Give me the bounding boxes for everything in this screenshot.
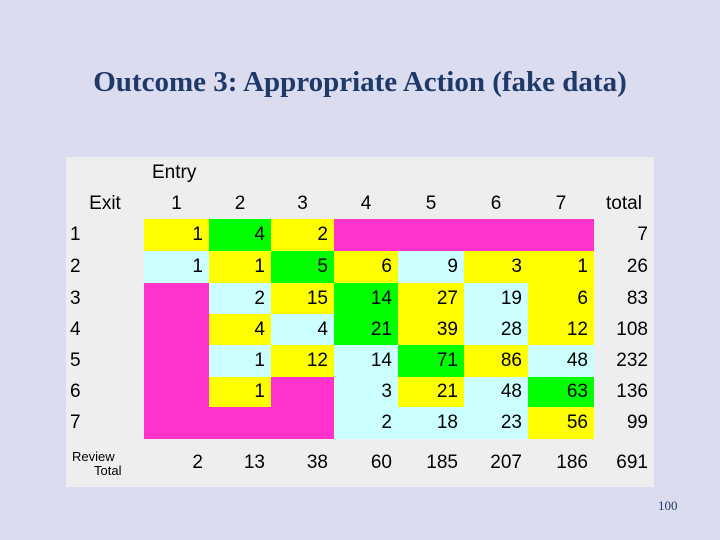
exit-header: Exit	[89, 193, 121, 214]
row-label: 2	[70, 256, 81, 277]
table-cell: 4	[209, 314, 271, 345]
row-label: 3	[70, 287, 81, 309]
column-total-cell: 2	[192, 452, 203, 473]
table-cell: 2	[209, 283, 271, 314]
table-cell: 1	[144, 251, 209, 283]
table-cell	[144, 283, 209, 314]
table-cell: 48	[464, 377, 528, 407]
column-total-cell: 185	[426, 452, 458, 473]
table-cell: 6	[528, 283, 594, 314]
column-header: total	[606, 193, 642, 214]
review-label: Review	[72, 449, 115, 464]
outcome-table: Entry Exit 1 2 3 4 5 6 7 total 1 1 4 2 7 2 1 1 5 6 9 3 1 26 3 2…	[66, 157, 654, 487]
column-total-cell: 186	[556, 452, 588, 473]
row-total-cell: 136	[616, 381, 648, 402]
row-label: 5	[70, 350, 81, 371]
table-cell: 2	[334, 407, 398, 439]
table-cell: 21	[398, 377, 464, 407]
table-cell: 4	[209, 219, 271, 251]
row-label: 4	[70, 318, 81, 340]
table-cell	[334, 219, 398, 251]
table-cell: 14	[334, 345, 398, 377]
table-cell: 48	[528, 345, 594, 377]
page-number: 100	[658, 498, 678, 513]
column-total-cell: 60	[370, 452, 392, 473]
table-cell: 6	[334, 251, 398, 283]
column-header: 5	[425, 193, 437, 214]
row-total-cell: 83	[626, 287, 648, 309]
row-label: 7	[70, 412, 81, 433]
row-total-cell: 108	[616, 318, 648, 340]
table-cell	[144, 377, 209, 407]
column-total-cell: 38	[306, 452, 328, 473]
table-cell	[528, 219, 594, 251]
table-cell: 56	[528, 407, 594, 439]
column-total-cell: 13	[243, 452, 265, 473]
table-cell	[271, 377, 334, 407]
slide-title: Outcome 3: Appropriate Action (fake data…	[93, 66, 627, 98]
table-cell: 12	[271, 345, 334, 377]
table-cell: 4	[271, 314, 334, 345]
column-total-cell: 691	[616, 452, 648, 473]
table-cell	[271, 407, 334, 439]
table-cell: 1	[209, 251, 271, 283]
row-label: 1	[70, 224, 81, 245]
row-total-cell: 26	[626, 256, 648, 277]
table-cell: 63	[528, 377, 594, 407]
table-cell: 5	[271, 251, 334, 283]
table-cell: 1	[528, 251, 594, 283]
table-cell: 18	[398, 407, 464, 439]
column-header: 6	[490, 193, 502, 214]
table-cell	[144, 314, 209, 345]
table-cell: 21	[334, 314, 398, 345]
review-total-label: Review Total	[66, 439, 144, 487]
table-cell: 12	[528, 314, 594, 345]
row-total-cell: 7	[637, 224, 648, 245]
table-cell	[144, 407, 209, 439]
table-cell: 1	[209, 345, 271, 377]
table-cell: 19	[464, 283, 528, 314]
table-cell: 86	[464, 345, 528, 377]
table-cell	[144, 345, 209, 377]
column-header: 3	[297, 193, 308, 214]
table-cell: 9	[398, 251, 464, 283]
table-cell: 1	[144, 219, 209, 251]
row-total-cell: 99	[626, 412, 648, 433]
table-cell	[398, 219, 464, 251]
table-cell: 14	[334, 283, 398, 314]
total-label: Total	[94, 463, 122, 478]
table-cell: 1	[209, 377, 271, 407]
column-total-cell: 207	[490, 452, 522, 473]
table-cell: 3	[464, 251, 528, 283]
row-label: 6	[70, 381, 81, 402]
column-header: 7	[555, 193, 567, 214]
column-header: 4	[360, 193, 372, 214]
table-cell: 39	[398, 314, 464, 345]
table-cell: 27	[398, 283, 464, 314]
table-cell	[209, 407, 271, 439]
table-cell: 15	[271, 283, 334, 314]
table-cell	[464, 219, 528, 251]
column-header: 1	[171, 193, 182, 214]
table-cell: 23	[464, 407, 528, 439]
entry-header: Entry	[152, 162, 197, 183]
table-cell: 71	[398, 345, 464, 377]
column-header: 2	[234, 193, 246, 214]
table-cell: 2	[271, 219, 334, 251]
table-cell: 3	[334, 377, 398, 407]
row-total-cell: 232	[616, 350, 648, 371]
table-cell: 28	[464, 314, 528, 345]
